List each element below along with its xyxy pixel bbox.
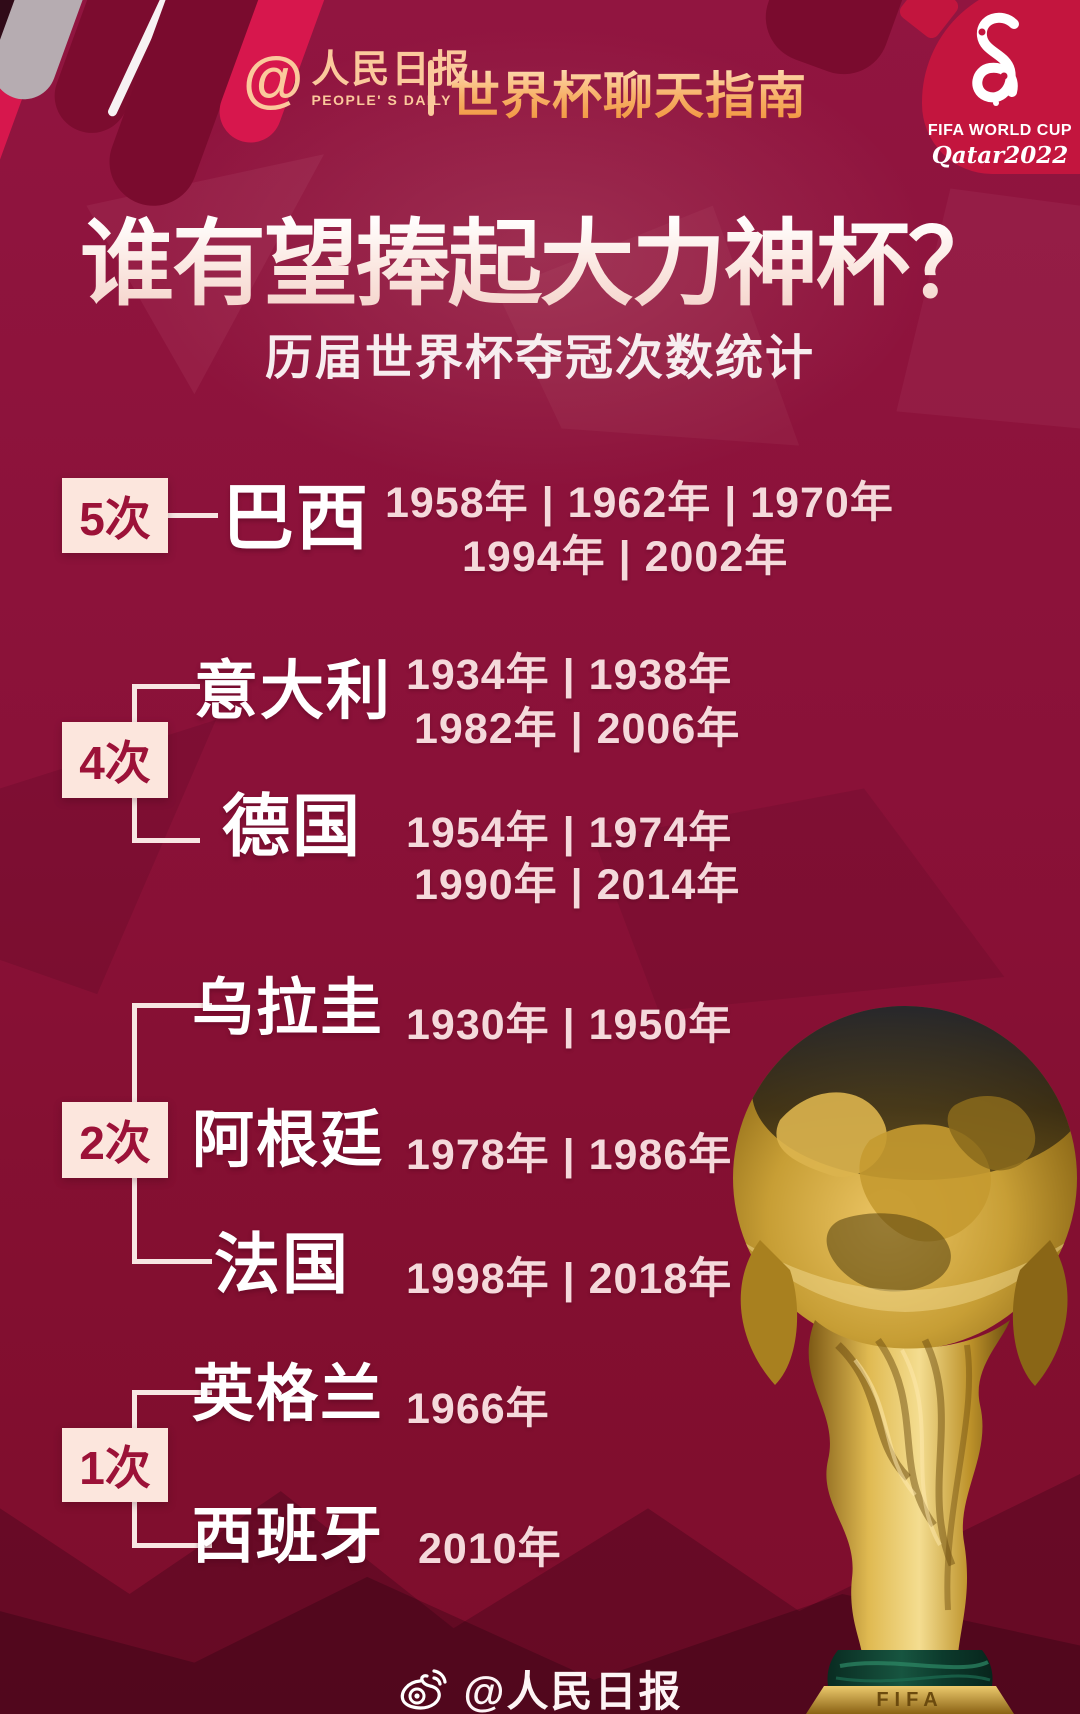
bracket-line: [132, 1003, 137, 1103]
bracket-line: [132, 1543, 212, 1548]
fifa-emblem-icon: [972, 12, 1019, 106]
bracket-line: [132, 1502, 137, 1548]
team-years: 1990年 | 2014年: [414, 861, 741, 909]
team-years: 1934年 | 1938年: [406, 651, 733, 699]
team-name-germany: 德国: [222, 789, 363, 865]
weibo-icon: [400, 1668, 447, 1710]
badge-fifa-world-cup-text: FIFA WORLD CUP: [927, 122, 1073, 139]
bracket-line: [132, 1003, 212, 1008]
team-years: 1966年: [406, 1385, 550, 1433]
footer-weibo-handle: @人民日报: [463, 1668, 683, 1714]
page-subtitle: 历届世界杯夺冠次数统计: [264, 332, 815, 385]
team-years: 1958年 | 1962年 | 1970年: [385, 479, 894, 527]
header-divider: [428, 60, 434, 116]
bracket-line: [132, 798, 137, 843]
bracket-line: [132, 1390, 212, 1395]
publisher-subtitle: PEOPLE' S DAILY: [311, 92, 452, 108]
team-years: 1982年 | 2006年: [414, 705, 741, 753]
count-box-4: 4次: [62, 722, 168, 798]
qatar2022-badge: [922, 0, 1080, 174]
bracket-line: [132, 1259, 212, 1264]
team-years: 1994年 | 2002年: [462, 533, 789, 581]
team-years: 1998年 | 2018年: [406, 1255, 733, 1303]
footer: @人民日报: [0, 1658, 1080, 1714]
page-title: 谁有望捧起大力神杯？: [0, 188, 1080, 324]
team-name-england: 英格兰: [192, 1360, 385, 1429]
series-title: 世界杯聊天指南: [450, 56, 807, 128]
publisher-name: 人民日报: [311, 49, 472, 91]
team-name-italy: 意大利: [194, 655, 392, 727]
bracket-line: [132, 1178, 137, 1264]
count-box-1: 1次: [62, 1428, 168, 1502]
bracket-line: [132, 684, 200, 689]
bracket-line: [132, 684, 137, 728]
bracket-line: [132, 1390, 137, 1430]
team-years: 1954年 | 1974年: [406, 809, 733, 857]
trophy-base-text-fifa: FIFA: [876, 1689, 943, 1711]
bracket-line: [132, 838, 200, 843]
count-box-5: 5次: [62, 478, 168, 553]
team-name-brazil: 巴西: [222, 479, 371, 559]
team-years: 2010年: [418, 1525, 562, 1573]
count-box-2: 2次: [62, 1102, 168, 1178]
team-years: 1978年 | 1986年: [406, 1131, 733, 1179]
team-name-france: 法国: [214, 1227, 350, 1301]
peoples-daily-logo: @ 人民日报 PEOPLE' S DAILY: [243, 45, 472, 114]
team-name-argentina: 阿根廷: [192, 1106, 385, 1175]
team-name-uruguay: 乌拉圭: [192, 974, 385, 1043]
badge-qatar2022-text: Qatar2022: [931, 142, 1069, 169]
peoples-daily-at-icon: @: [243, 45, 304, 114]
world-cup-trophy-image: FIFA WORLD CUP: [733, 1006, 1077, 1714]
team-years: 1930年 | 1950年: [406, 1001, 733, 1049]
bracket-line: [168, 513, 218, 518]
team-name-spain: 西班牙: [192, 1502, 385, 1571]
